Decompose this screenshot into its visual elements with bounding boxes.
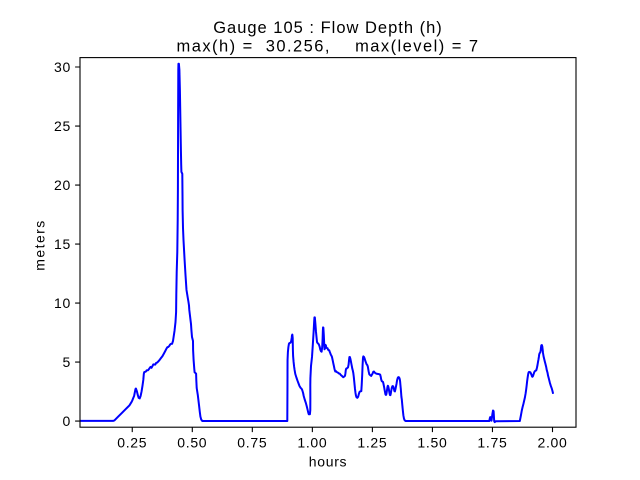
svg-text:meters: meters [32, 219, 48, 271]
svg-text:10: 10 [54, 295, 71, 311]
svg-text:0: 0 [63, 413, 72, 429]
svg-text:2.00: 2.00 [537, 435, 567, 451]
svg-text:Gauge 105 : Flow Depth (h): Gauge 105 : Flow Depth (h) [213, 19, 443, 37]
svg-text:1.25: 1.25 [357, 435, 387, 451]
svg-text:15: 15 [54, 236, 71, 252]
svg-text:max(h) = 30.256, max(level: max(h) = 30.256, max(level) = 7 [177, 38, 480, 56]
svg-text:5: 5 [63, 354, 72, 370]
svg-text:20: 20 [54, 177, 71, 193]
svg-text:30: 30 [54, 59, 71, 75]
svg-text:hours: hours [309, 454, 348, 470]
svg-text:25: 25 [54, 118, 71, 134]
svg-text:0.50: 0.50 [177, 435, 207, 451]
svg-text:0.25: 0.25 [117, 435, 147, 451]
svg-text:0.75: 0.75 [237, 435, 267, 451]
svg-text:1.75: 1.75 [477, 435, 507, 451]
svg-text:1.50: 1.50 [417, 435, 447, 451]
svg-text:1.00: 1.00 [297, 435, 327, 451]
